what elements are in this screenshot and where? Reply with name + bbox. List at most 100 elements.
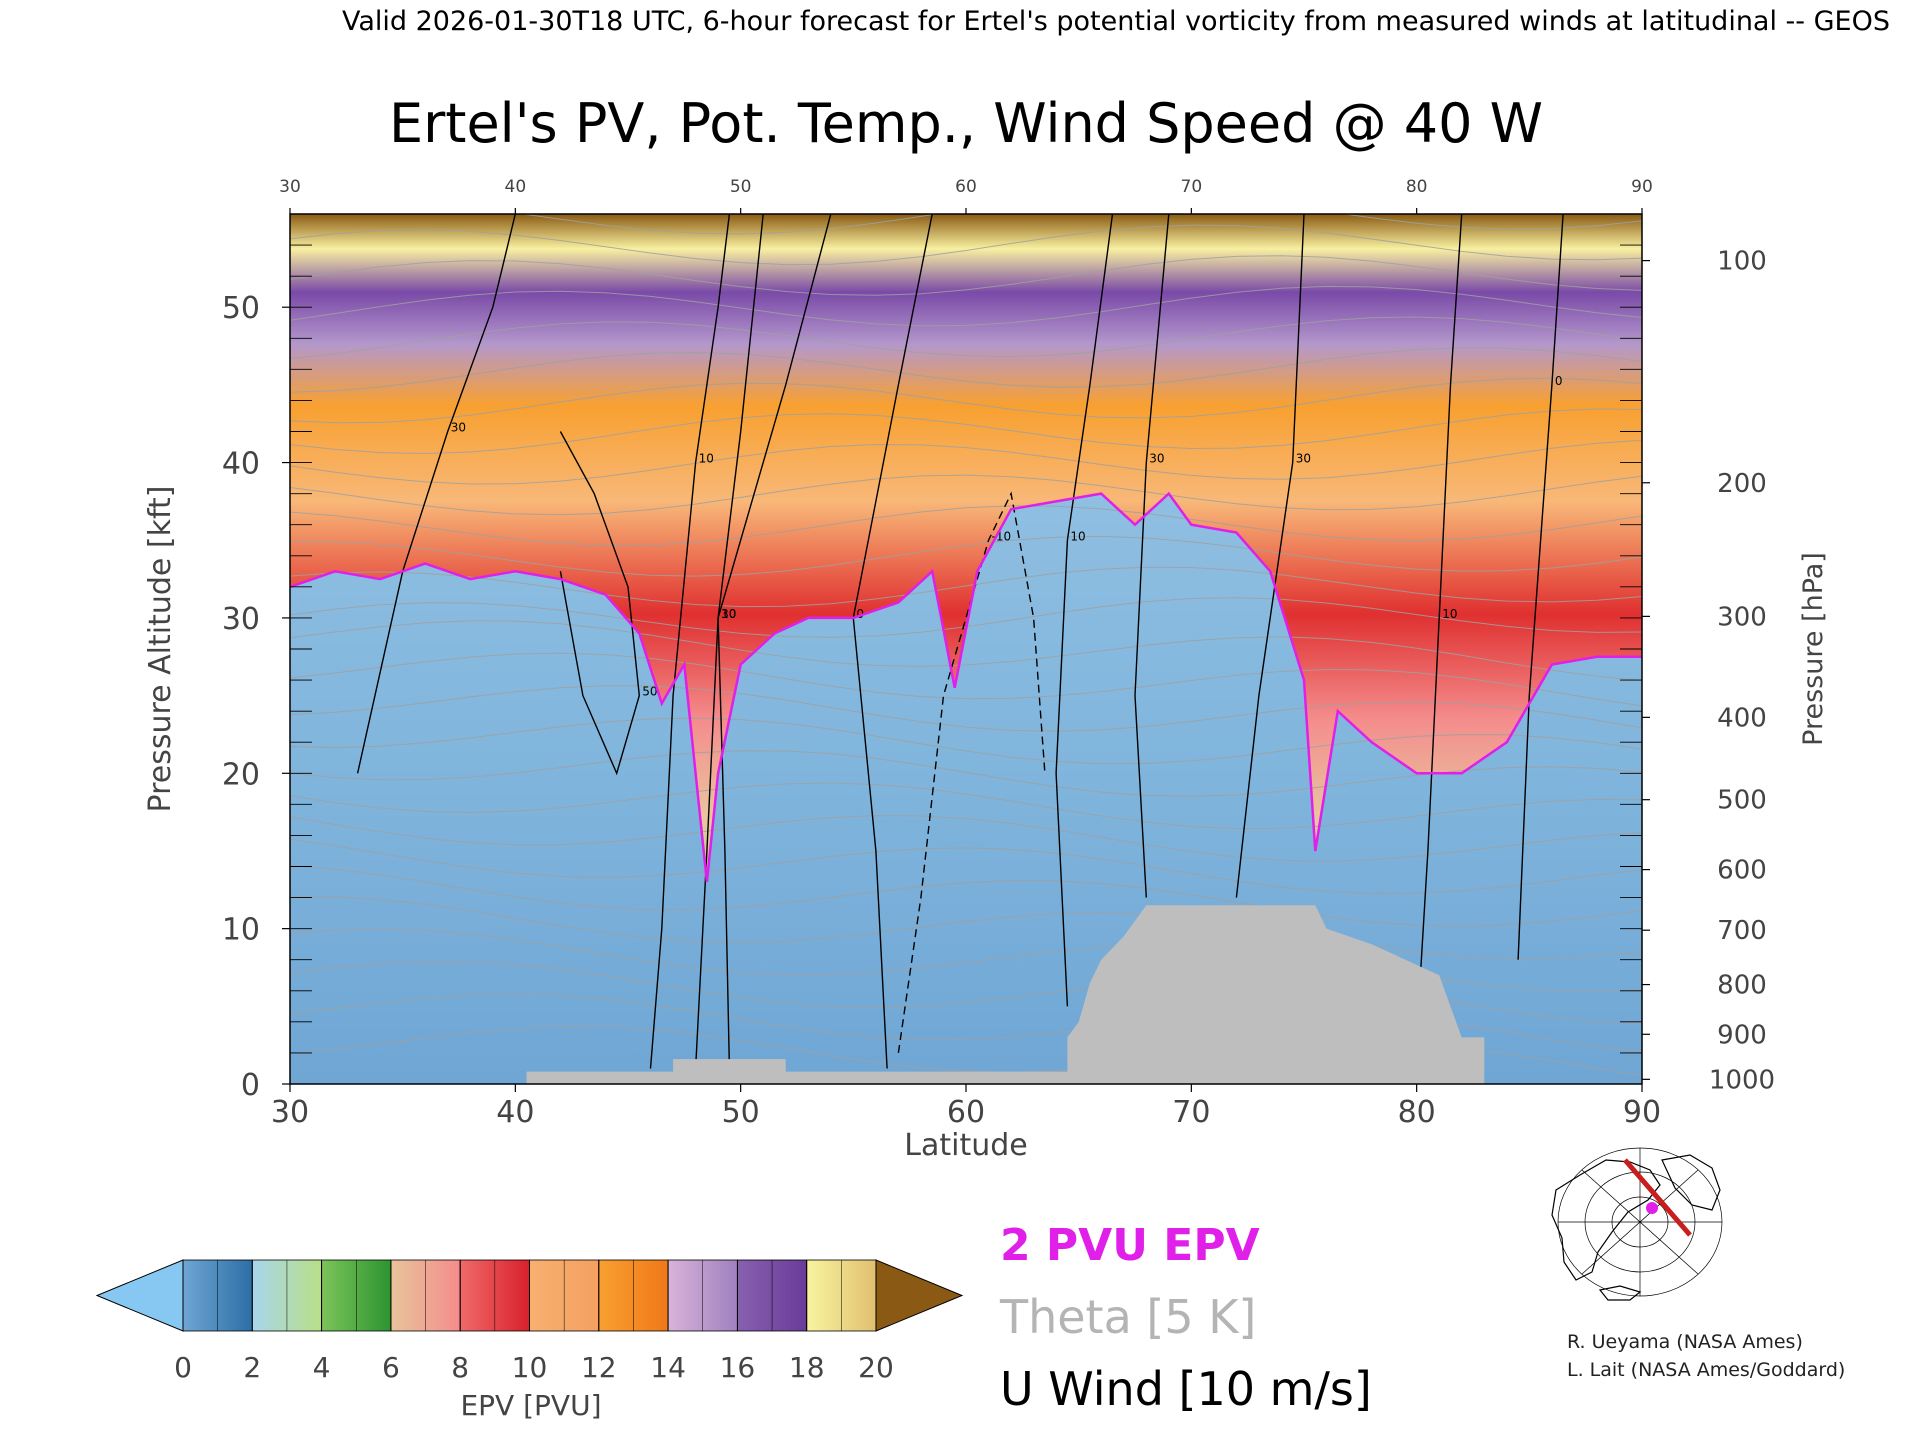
inset-location-dot [1646,1202,1658,1214]
u-wind-contour-label: 30 [1149,452,1164,466]
y2-axis-label: Pressure [hPa] [1798,552,1829,746]
colorbar-tick-label: 14 [650,1351,686,1384]
colorbar-tick-label: 0 [174,1351,192,1384]
pressure-tick-label: 400 [1717,703,1767,733]
u-wind-contour [897,491,1046,1054]
theta-contour-line [290,505,1642,546]
tropopause-2pvu-line [290,491,1642,883]
x-top-tick-label: 90 [1631,177,1653,197]
pressure-tick-label: 800 [1717,971,1767,1001]
pressure-tick-label: 600 [1717,856,1767,886]
theta-contour-line [290,566,1642,608]
y-axis-label: Pressure Altitude [kft] [143,486,178,813]
u-wind-contour-label: 10 [1442,607,1457,621]
colorbar-tick-label: 2 [243,1351,261,1384]
u-wind-contour-label: 10 [721,607,736,621]
theta-contour-line [290,316,1642,359]
theta-contour-line [290,439,1642,485]
theta-contour-line [290,815,1642,862]
colorbar-under-arrow [95,1259,184,1332]
credit-line-1: R. Ueyama (NASA Ames) [1567,1331,1803,1353]
y-tick-label: 20 [222,757,260,792]
colorbar-over-arrow [875,1259,964,1332]
u-wind-contour-label: 30 [1296,452,1311,466]
colorbar-label: EPV [PVU] [460,1389,601,1422]
x-axis-label: Latitude [904,1128,1027,1163]
theta-contour-line [290,535,1642,577]
pressure-tick-label: 500 [1717,786,1767,816]
colorbar-tick-label: 18 [789,1351,825,1384]
colorbar-tick-label: 12 [581,1351,617,1384]
colorbar-tick-label: 20 [858,1351,894,1384]
u-wind-contour-label: 50 [642,685,657,699]
u-wind-contour [649,214,731,1069]
colorbar-tick-label: 8 [451,1351,469,1384]
x-tick-label: 60 [947,1095,985,1130]
u-wind-contour-label: 30 [721,607,736,621]
y-tick-label: 10 [222,913,260,948]
u-wind-contour [356,214,516,774]
colorbar-tick-label: 6 [382,1351,400,1384]
theta-contour-line [290,652,1642,707]
theta-contour-line [290,896,1642,960]
u-wind-contour-label: 30 [451,421,466,435]
y-tick-label: 50 [222,291,260,326]
x-tick-label: 90 [1623,1095,1661,1130]
pressure-tick-label: 200 [1717,469,1767,499]
colorbar-tick-label: 16 [720,1351,756,1384]
u-wind-contour-label: 10 [1070,529,1085,543]
theta-contour-line [290,347,1642,393]
u-wind-contour [1416,214,1463,1038]
theta-contour-line [290,285,1642,327]
terrain-mask [290,905,1642,1084]
theta-contour-line [290,717,1642,765]
theta-contour-line [519,214,1642,235]
theta-contour-line [290,377,1642,424]
u-wind-contour [1055,214,1114,1007]
x-top-tick-label: 50 [730,177,752,197]
theta-contour-line [290,865,1642,927]
chart-title: Ertel's PV, Pot. Temp., Wind Speed @ 40 … [389,92,1543,155]
y-tick-label: 40 [222,447,260,482]
u-wind-contour-label: 0 [1555,374,1563,388]
x-top-tick-label: 40 [505,177,527,197]
inset-landmass [1551,1154,1721,1301]
pressure-tick-label: 1000 [1709,1065,1775,1095]
colorbar-tick-label: 10 [512,1351,548,1384]
theta-contour-line [290,750,1642,797]
x-top-tick-label: 80 [1406,177,1428,197]
y-tick-label: 30 [222,602,260,637]
x-top-tick-label: 70 [1181,177,1203,197]
theta-contour-line [290,620,1642,681]
u-wind-contour [1235,214,1305,898]
x-top-tick-label: 30 [279,177,301,197]
x-tick-label: 30 [271,1095,309,1130]
theta-contour-line [290,474,1642,516]
theta-contour-line [290,685,1642,732]
theta-contour-line [290,255,1642,296]
theta-contour-line [290,224,1642,266]
u-wind-contour [559,431,641,776]
legend-epv: 2 PVU EPV [1000,1220,1260,1271]
credit-line-2: L. Lait (NASA Ames/Goddard) [1567,1359,1845,1381]
epv-colorbar: 0 2 4 6 8 10 12 14 16 18 20 [95,1259,964,1384]
theta-contour-line [290,838,1642,895]
legend-theta: Theta [5 K] [999,1290,1256,1344]
axes: 3030404050506060707080809090010203040501… [222,177,1775,1130]
theta-contour-line [290,782,1642,830]
inset-cross-section-track [1623,1158,1692,1237]
u-wind-contour-label: -10 [992,529,1012,543]
inset-map [1540,1147,1735,1303]
u-wind-contour [1134,214,1170,898]
u-wind-contour [717,214,832,1069]
valid-time-header: Valid 2026-01-30T18 UTC, 6-hour forecast… [342,6,1890,37]
x-tick-label: 70 [1172,1095,1210,1130]
pressure-tick-label: 100 [1717,247,1767,277]
u-wind-contour-label: 0 [856,607,864,621]
x-tick-label: 40 [496,1095,534,1130]
y-tick-label: 0 [241,1068,260,1103]
x-tick-label: 80 [1398,1095,1436,1130]
